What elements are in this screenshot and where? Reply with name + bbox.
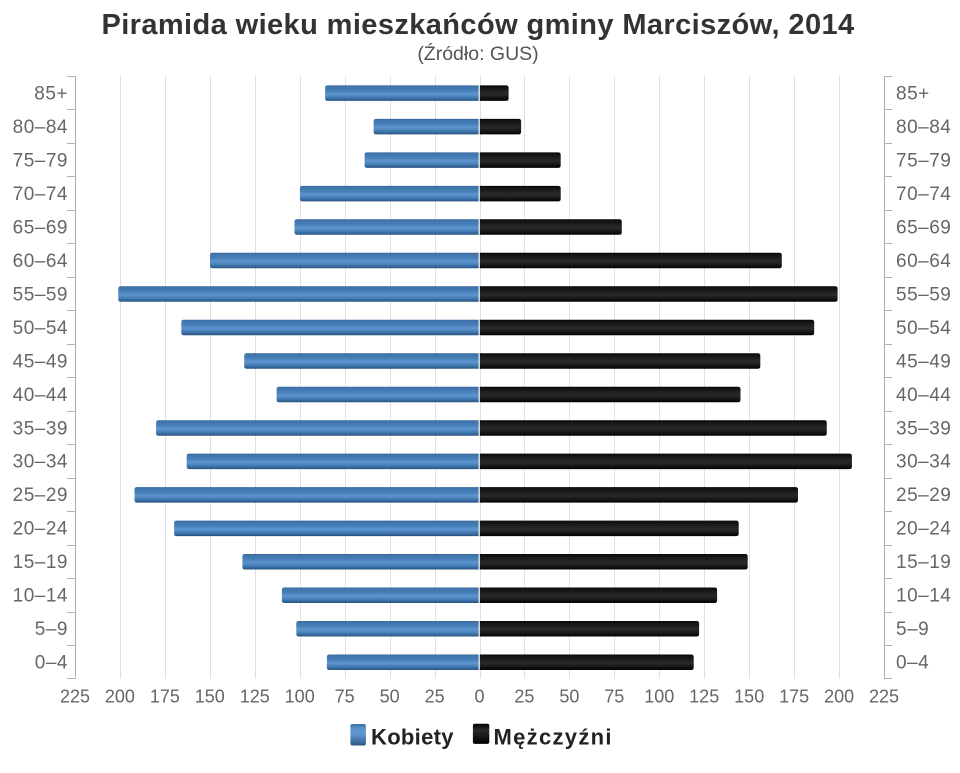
svg-text:5–9: 5–9 (35, 619, 68, 640)
svg-text:40–44: 40–44 (13, 385, 68, 406)
svg-text:45–49: 45–49 (896, 351, 951, 372)
svg-text:75: 75 (604, 687, 624, 707)
svg-text:60–64: 60–64 (13, 251, 68, 272)
svg-text:45–49: 45–49 (13, 351, 68, 372)
svg-text:20–24: 20–24 (13, 519, 68, 540)
svg-text:225: 225 (869, 687, 899, 707)
svg-text:Mężczyźni: Mężczyźni (494, 725, 613, 750)
svg-text:50: 50 (559, 687, 579, 707)
svg-text:50–54: 50–54 (896, 318, 951, 339)
svg-text:30–34: 30–34 (13, 452, 68, 473)
svg-text:65–69: 65–69 (896, 217, 951, 238)
svg-text:65–69: 65–69 (13, 217, 68, 238)
svg-text:0: 0 (474, 687, 484, 707)
svg-text:40–44: 40–44 (896, 385, 951, 406)
svg-text:125: 125 (240, 687, 270, 707)
svg-text:60–64: 60–64 (896, 251, 951, 272)
svg-text:200: 200 (105, 687, 135, 707)
svg-text:5–9: 5–9 (896, 619, 929, 640)
svg-text:125: 125 (689, 687, 719, 707)
svg-text:0–4: 0–4 (35, 653, 68, 674)
svg-text:70–74: 70–74 (896, 184, 951, 205)
svg-text:75–79: 75–79 (896, 151, 951, 172)
svg-text:35–39: 35–39 (13, 418, 68, 439)
svg-text:175: 175 (150, 687, 180, 707)
svg-text:25: 25 (425, 687, 445, 707)
svg-text:225: 225 (60, 687, 90, 707)
svg-text:85+: 85+ (896, 84, 930, 105)
svg-text:10–14: 10–14 (896, 586, 951, 607)
svg-text:55–59: 55–59 (896, 284, 951, 305)
svg-text:25: 25 (514, 687, 534, 707)
svg-text:15–19: 15–19 (13, 552, 68, 573)
svg-text:200: 200 (824, 687, 854, 707)
svg-text:30–34: 30–34 (896, 452, 951, 473)
svg-text:75–79: 75–79 (13, 151, 68, 172)
svg-text:50: 50 (380, 687, 400, 707)
svg-text:175: 175 (779, 687, 809, 707)
svg-text:50–54: 50–54 (13, 318, 68, 339)
svg-text:0–4: 0–4 (896, 653, 929, 674)
svg-text:100: 100 (285, 687, 315, 707)
svg-text:25–29: 25–29 (896, 485, 951, 506)
svg-text:150: 150 (195, 687, 225, 707)
svg-text:85+: 85+ (34, 84, 68, 105)
svg-text:20–24: 20–24 (896, 519, 951, 540)
svg-text:35–39: 35–39 (896, 418, 951, 439)
svg-text:70–74: 70–74 (13, 184, 68, 205)
svg-text:25–29: 25–29 (13, 485, 68, 506)
svg-text:Piramida wieku mieszkańców gmi: Piramida wieku mieszkańców gminy Marcisz… (101, 9, 854, 41)
svg-text:15–19: 15–19 (896, 552, 951, 573)
svg-text:150: 150 (734, 687, 764, 707)
svg-text:(Źródło: GUS): (Źródło: GUS) (417, 42, 538, 65)
svg-text:10–14: 10–14 (13, 586, 68, 607)
svg-text:55–59: 55–59 (13, 284, 68, 305)
svg-text:100: 100 (644, 687, 674, 707)
svg-text:80–84: 80–84 (13, 117, 68, 138)
svg-text:75: 75 (335, 687, 355, 707)
svg-text:Kobiety: Kobiety (371, 725, 454, 750)
svg-text:80–84: 80–84 (896, 117, 951, 138)
